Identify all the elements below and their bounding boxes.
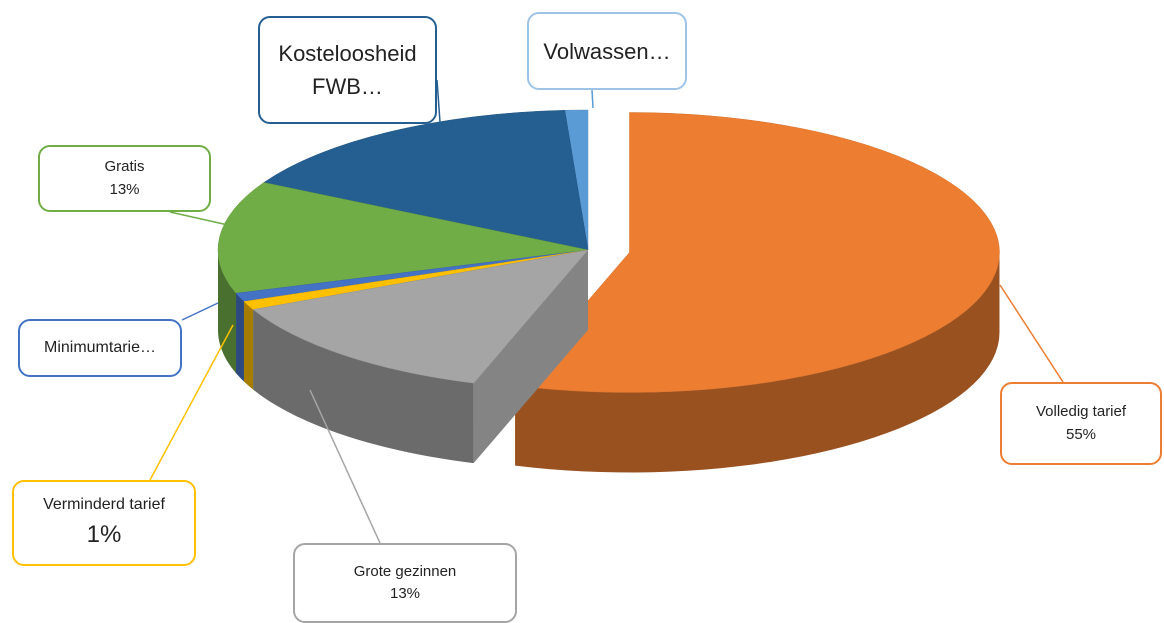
category-label: Volwassen… (543, 38, 671, 64)
slice (217, 182, 589, 294)
category-label: Minimumtarie… (43, 339, 156, 356)
leader-line (309, 389, 381, 544)
leader-line (181, 302, 219, 321)
slice-side (218, 250, 237, 374)
leader-line (169, 211, 229, 226)
value-label: 13% (389, 585, 421, 602)
data-label-box: Minimumtarie… (18, 319, 182, 377)
slice-side (253, 309, 474, 464)
leader-line (999, 284, 1064, 383)
data-label-box: Volledig tarief 55% (1000, 382, 1162, 465)
slice-side (243, 301, 254, 390)
leader-line (149, 324, 234, 481)
data-label-box: Kosteloosheid FWB… (258, 16, 437, 124)
slice (514, 112, 1000, 393)
leader-line (436, 79, 441, 123)
category-label: Kosteloosheid FWB… (278, 41, 417, 99)
value-label: 55% (1065, 425, 1097, 443)
value-label: 1% (86, 521, 122, 548)
slice-side (515, 252, 1000, 473)
slice (252, 249, 589, 384)
data-label-box: Grote gezinnen 13% (293, 543, 517, 623)
category-label: Grote gezinnen (353, 562, 457, 580)
slice (263, 110, 589, 251)
data-label-box: Verminderd tarief 1% (12, 480, 196, 566)
data-label-box: Volwassen… (527, 12, 687, 90)
slice-side (236, 293, 244, 382)
category-label: Gratis (104, 158, 145, 175)
category-label: Volledig tarief (1035, 403, 1127, 420)
data-label-box: Gratis 13% (38, 145, 211, 212)
value-label: 13% (109, 180, 140, 198)
leader-line (591, 89, 594, 109)
category-label: Verminderd tarief (43, 496, 165, 513)
